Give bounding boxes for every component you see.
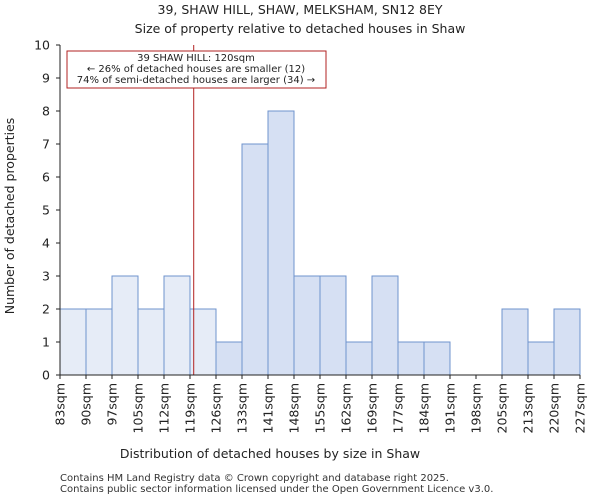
y-tick-label: 6 [42, 170, 50, 185]
y-axis: 0 1 2 3 4 5 6 7 8 9 10 [34, 38, 61, 383]
chart-subtitle: Size of property relative to detached ho… [135, 21, 466, 36]
bar-126sqm [215, 341, 243, 376]
annotation-line-1: 39 SHAW HILL: 120sqm [137, 53, 255, 64]
x-tick-label: 184sqm [417, 383, 432, 433]
x-axis-label: Distribution of detached houses by size … [120, 446, 420, 461]
x-tick-label: 119sqm [183, 383, 198, 433]
x-tick-label: 97sqm [105, 383, 120, 426]
bar-177sqm [397, 341, 425, 376]
annotation-line-3: 74% of semi-detached houses are larger (… [77, 75, 315, 86]
bar-205sqm [501, 308, 529, 376]
bars [59, 110, 581, 376]
bar-169sqm [371, 275, 399, 376]
y-tick-label: 5 [42, 203, 50, 218]
bar-90sqm [85, 308, 113, 376]
x-tick-label: 148sqm [287, 383, 302, 433]
x-tick-label: 177sqm [391, 383, 406, 433]
bar-155sqm [319, 275, 347, 376]
footer-line-1: Contains HM Land Registry data © Crown c… [60, 473, 449, 484]
annotation-box: 39 SHAW HILL: 120sqm ← 26% of detached h… [66, 50, 327, 89]
annotation-rect [66, 50, 327, 89]
x-tick-label: 105sqm [131, 383, 146, 433]
x-axis: 83sqm 90sqm 97sqm 105sqm 112sqm 119sqm 126sqm 1… [53, 374, 588, 433]
bar-162sqm [345, 341, 373, 376]
annotation-line-2: ← 26% of detached houses are smaller (12… [87, 64, 305, 75]
y-tick-label: 4 [42, 236, 50, 251]
footer-line-2: Contains public sector information licen… [60, 484, 494, 495]
y-tick-label: 3 [42, 269, 50, 284]
y-tick-label: 10 [34, 38, 50, 53]
y-tick-label: 9 [42, 71, 50, 86]
x-tick-label: 227sqm [573, 383, 588, 433]
x-tick-label: 220sqm [547, 383, 562, 433]
bar-119sqm [189, 308, 217, 376]
bar-112sqm [163, 275, 191, 376]
chart-title: 39, SHAW HILL, SHAW, MELKSHAM, SN12 8EY [158, 2, 443, 17]
x-tick-label: 83sqm [53, 383, 68, 426]
x-tick-label: 205sqm [495, 383, 510, 433]
y-tick-label: 2 [42, 302, 50, 317]
y-tick-label: 7 [42, 137, 50, 152]
bar-97sqm [111, 275, 139, 376]
bar-133sqm [241, 143, 269, 376]
bar-141sqm [267, 110, 295, 376]
bar-184sqm [423, 341, 451, 376]
x-tick-label: 213sqm [521, 383, 536, 433]
y-tick-label: 8 [42, 104, 50, 119]
x-tick-label: 162sqm [339, 383, 354, 433]
x-tick-label: 155sqm [313, 383, 328, 433]
bar-213sqm [527, 341, 555, 376]
bar-220sqm [553, 308, 581, 376]
x-tick-label: 126sqm [209, 383, 224, 433]
bar-83sqm [59, 308, 87, 376]
bar-148sqm [293, 275, 321, 376]
x-tick-label: 141sqm [261, 383, 276, 433]
x-tick-label: 112sqm [157, 383, 172, 433]
x-tick-label: 198sqm [469, 383, 484, 433]
x-tick-label: 90sqm [79, 383, 94, 426]
y-axis-label: Number of detached properties [2, 118, 17, 315]
y-tick-label: 0 [42, 368, 50, 383]
bar-105sqm [137, 308, 165, 376]
x-tick-label: 169sqm [365, 383, 380, 433]
x-tick-label: 191sqm [443, 383, 458, 433]
x-tick-label: 133sqm [235, 383, 250, 433]
y-tick-label: 1 [42, 335, 50, 350]
